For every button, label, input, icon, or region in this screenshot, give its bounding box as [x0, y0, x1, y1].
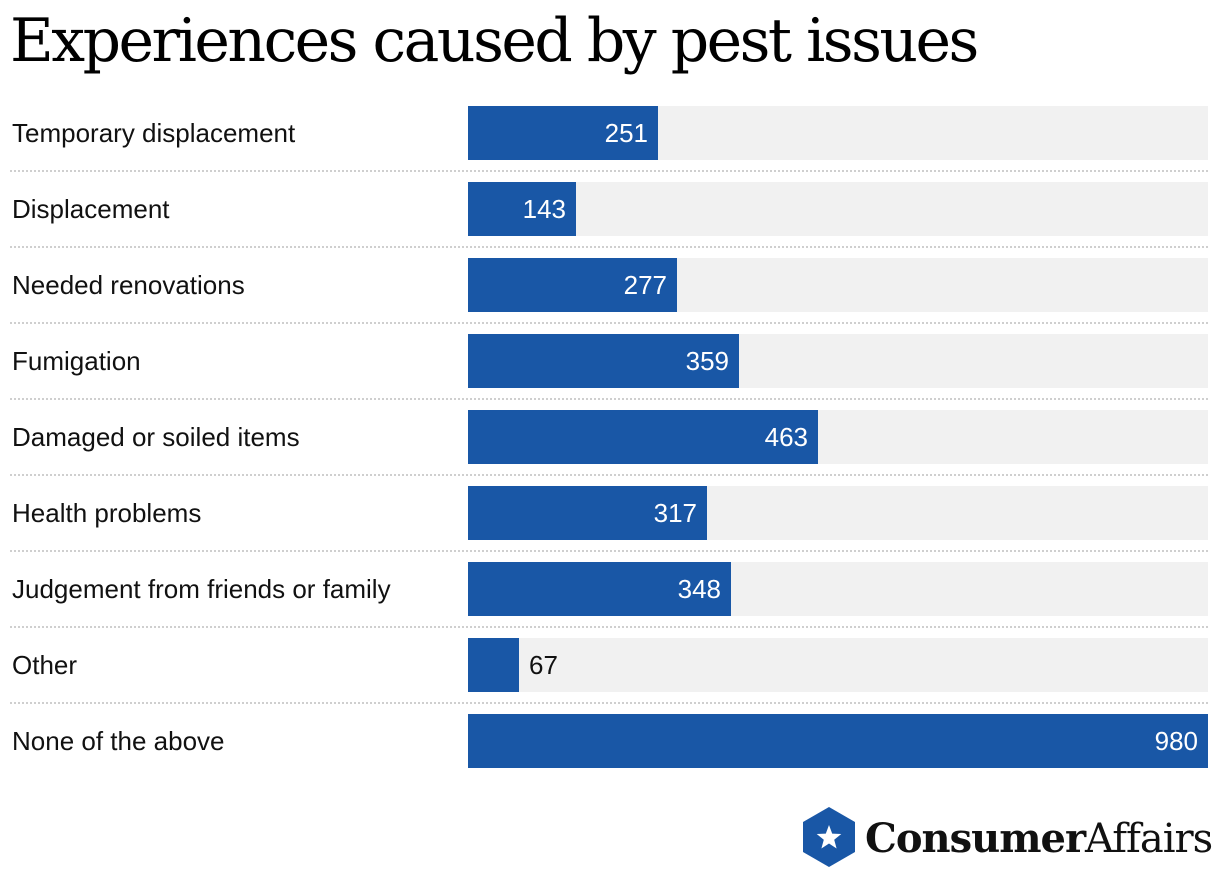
value-label: 67 — [529, 650, 558, 680]
value-label: 277 — [623, 270, 667, 300]
bar-track: 251 — [468, 106, 1208, 160]
row-divider — [10, 322, 1208, 324]
bar — [468, 562, 731, 616]
bar — [468, 106, 658, 160]
row-divider — [10, 398, 1208, 400]
bar — [468, 638, 519, 692]
logo-wordmark-light: Affairs — [1085, 816, 1213, 862]
bar-row: Needed renovations 277 — [0, 258, 1220, 334]
row-divider — [10, 170, 1208, 172]
bar-row: Judgement from friends or family 348 — [0, 562, 1220, 638]
row-divider — [10, 550, 1208, 552]
category-label: Health problems — [12, 498, 202, 528]
row-divider — [10, 626, 1208, 628]
bar-track: 277 — [468, 258, 1208, 312]
bar — [468, 486, 707, 540]
bar-row: Other 67 — [0, 638, 1220, 714]
category-label: Fumigation — [12, 346, 141, 376]
consumeraffairs-logo[interactable]: ConsumerAffairs — [801, 806, 1213, 870]
bar-track: 980 — [468, 714, 1208, 768]
bar-row: Damaged or soiled items 463 — [0, 410, 1220, 486]
bar-row: Health problems 317 — [0, 486, 1220, 562]
category-label: Needed renovations — [12, 270, 245, 300]
bar-row: Temporary displacement 251 — [0, 106, 1220, 182]
bar — [468, 334, 739, 388]
value-label: 359 — [685, 346, 729, 376]
row-divider — [10, 246, 1208, 248]
star-badge-icon — [803, 807, 855, 867]
category-label: Judgement from friends or family — [12, 574, 391, 604]
category-label: Damaged or soiled items — [12, 422, 300, 452]
value-label: 143 — [522, 194, 566, 224]
category-label: Other — [12, 650, 78, 680]
category-label: None of the above — [12, 726, 225, 756]
category-label: Temporary displacement — [12, 118, 296, 148]
logo-wordmark-bold: Consumer — [865, 815, 1086, 862]
bar — [468, 410, 818, 464]
bar-track: 67 — [468, 638, 1208, 692]
bar-track: 317 — [468, 486, 1208, 540]
bar — [468, 258, 677, 312]
bar — [468, 182, 576, 236]
bar-row: Fumigation 359 — [0, 334, 1220, 410]
logo-wordmark: ConsumerAffairs — [865, 808, 1213, 870]
category-label: Displacement — [12, 194, 170, 224]
bar-row: Displacement 143 — [0, 182, 1220, 258]
value-label: 317 — [653, 498, 697, 528]
value-label: 251 — [604, 118, 648, 148]
bar-row: None of the above 980 — [0, 714, 1220, 790]
bar-track: 143 — [468, 182, 1208, 236]
bar-track: 348 — [468, 562, 1208, 616]
bar-track: 463 — [468, 410, 1208, 464]
chart-title: Experiences caused by pest issues — [10, 6, 979, 76]
bar-track: 359 — [468, 334, 1208, 388]
bar — [468, 714, 1208, 768]
value-label: 463 — [764, 422, 808, 452]
row-divider — [10, 474, 1208, 476]
value-label: 348 — [677, 574, 721, 604]
value-label: 980 — [1154, 726, 1198, 756]
row-divider — [10, 702, 1208, 704]
